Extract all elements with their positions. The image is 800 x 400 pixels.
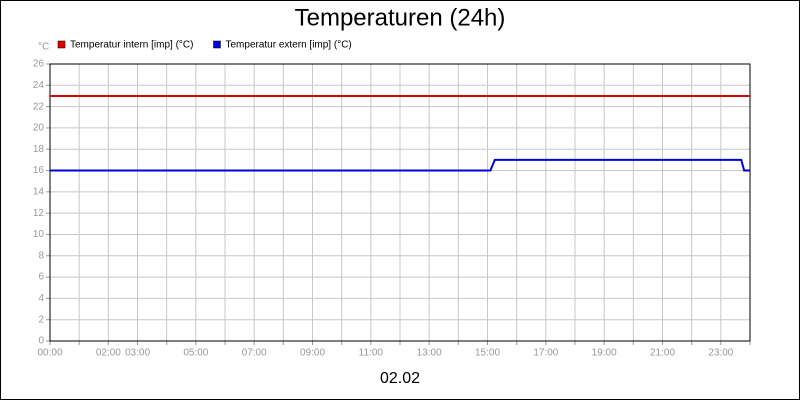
chart-title: Temperaturen (24h) xyxy=(295,4,506,31)
y-tick-label: 8 xyxy=(38,250,44,261)
y-tick-label: 20 xyxy=(33,123,45,134)
plot-border xyxy=(49,63,751,342)
series-line xyxy=(50,158,750,172)
y-tick-label: 18 xyxy=(33,144,45,155)
y-tick-label: 6 xyxy=(38,272,44,283)
y-tick-label: 10 xyxy=(33,229,45,240)
x-tick-label: 23:00 xyxy=(708,348,733,359)
x-tick-label: 11:00 xyxy=(359,348,384,359)
x-tick-label: 07:00 xyxy=(242,348,267,359)
y-tick-label: 0 xyxy=(38,336,44,347)
y-tick-label: 14 xyxy=(33,186,45,197)
x-tick-label: 02:00 xyxy=(96,348,121,359)
legend-label: Temperatur intern [imp] (°C) xyxy=(70,40,193,51)
y-tick-label: 24 xyxy=(33,80,45,91)
x-tick-label: 03:00 xyxy=(125,348,150,359)
x-tick-label: 17:00 xyxy=(533,348,558,359)
legend-swatch xyxy=(57,40,66,49)
x-tick-label: 09:00 xyxy=(300,348,325,359)
y-tick-label: 12 xyxy=(33,208,45,219)
x-axis-label: 02.02 xyxy=(380,370,420,387)
x-tick-label: 15:00 xyxy=(475,348,500,359)
y-unit: °C xyxy=(38,42,49,53)
legend-label: Temperatur extern [imp] (°C) xyxy=(225,40,351,51)
y-tick-label: 16 xyxy=(33,165,45,176)
legend-swatch xyxy=(213,40,221,49)
x-tick-label: 21:00 xyxy=(650,348,675,359)
x-tick-label: 05:00 xyxy=(183,348,208,359)
x-tick-label: 13:00 xyxy=(417,348,442,359)
y-tick-label: 26 xyxy=(33,59,45,70)
x-tick-label: 19:00 xyxy=(592,348,617,359)
y-tick-label: 4 xyxy=(38,293,44,304)
legend: Temperatur intern [imp] (°C) Temperatur e… xyxy=(57,40,352,51)
y-tick-label: 22 xyxy=(33,101,45,112)
plot xyxy=(50,94,750,172)
x-tick-label: 00:00 xyxy=(37,348,62,359)
y-tick-label: 2 xyxy=(38,314,44,325)
